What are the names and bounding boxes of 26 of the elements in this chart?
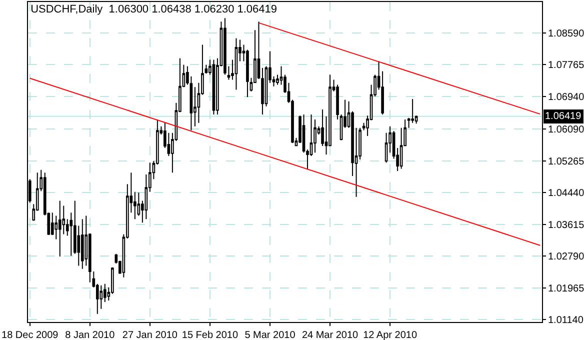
x-tick-label: 12 Apr 2010 xyxy=(363,330,418,340)
x-tick-label: 5 Mar 2010 xyxy=(244,330,296,340)
y-tick-label: 1.01965 xyxy=(548,283,585,294)
ref-line-label: 1.06419 xyxy=(545,111,582,122)
chart-title: USDCHF,Daily 1.06300 1.06438 1.06230 1.06419 xyxy=(30,4,278,16)
y-tick-label: 1.06090 xyxy=(548,124,585,136)
candlestick xyxy=(314,118,316,154)
y-tick-label: 1.01140 xyxy=(548,315,584,326)
x-tick-label: 8 Jan 2010 xyxy=(65,330,116,340)
x-tick-label: 24 Mar 2010 xyxy=(302,330,359,340)
y-tick-label: 1.02790 xyxy=(548,252,585,263)
candlestick xyxy=(234,38,238,90)
candlestick xyxy=(58,200,62,258)
candlestick xyxy=(80,218,84,270)
candlestick xyxy=(212,59,216,115)
y-tick-label: 1.07765 xyxy=(548,60,585,72)
candlestick xyxy=(50,212,54,236)
y-tick-label: 1.04440 xyxy=(548,188,585,200)
x-tick-label: 15 Feb 2010 xyxy=(182,330,238,340)
x-tick-label: 27 Jan 2010 xyxy=(122,330,178,340)
y-tick-label: 1.08590 xyxy=(548,28,585,40)
y-tick-label: 1.06940 xyxy=(548,92,585,103)
x-tick-label: 18 Dec 2009 xyxy=(2,330,59,340)
y-tick-label: 1.05265 xyxy=(548,156,585,168)
y-tick-label: 1.03615 xyxy=(548,220,585,231)
candlestick xyxy=(336,84,339,120)
